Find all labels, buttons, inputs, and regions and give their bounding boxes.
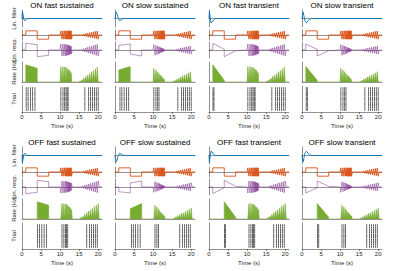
svg-text:ON slow transient: ON slow transient	[310, 1, 374, 10]
svg-text:Rate (Hz): Rate (Hz)	[11, 196, 17, 222]
svg-text:20: 20	[282, 114, 289, 120]
svg-text:Time (s): Time (s)	[238, 123, 260, 129]
svg-text:15: 15	[356, 251, 363, 257]
svg-text:5: 5	[132, 251, 136, 257]
svg-text:20: 20	[188, 114, 195, 120]
svg-text:Lin. resp.: Lin. resp.	[11, 174, 17, 199]
svg-text:ON fast transient: ON fast transient	[219, 1, 280, 10]
svg-text:10: 10	[244, 114, 251, 120]
svg-text:ON fast sustained: ON fast sustained	[30, 1, 94, 10]
svg-text:10: 10	[150, 251, 157, 257]
svg-text:5: 5	[132, 114, 136, 120]
svg-text:10: 10	[337, 114, 344, 120]
svg-text:0: 0	[300, 251, 304, 257]
svg-text:Time (s): Time (s)	[331, 123, 353, 129]
svg-text:0: 0	[207, 114, 211, 120]
svg-text:5: 5	[39, 114, 43, 120]
svg-text:0: 0	[20, 114, 24, 120]
svg-text:Lin. filter: Lin. filter	[11, 144, 17, 167]
svg-text:20: 20	[375, 251, 382, 257]
svg-text:5: 5	[319, 251, 323, 257]
svg-text:Time (s): Time (s)	[238, 260, 260, 266]
svg-text:20: 20	[188, 251, 195, 257]
svg-text:OFF slow sustained: OFF slow sustained	[120, 138, 191, 147]
svg-text:OFF fast sustained: OFF fast sustained	[28, 138, 96, 147]
svg-text:15: 15	[263, 114, 270, 120]
svg-text:5: 5	[226, 251, 230, 257]
svg-text:OFF slow transient: OFF slow transient	[308, 138, 376, 147]
svg-text:20: 20	[95, 251, 102, 257]
svg-text:0: 0	[207, 251, 211, 257]
svg-text:15: 15	[356, 114, 363, 120]
svg-text:Trial: Trial	[11, 230, 17, 241]
svg-text:Time (s): Time (s)	[144, 260, 166, 266]
svg-text:0: 0	[20, 251, 24, 257]
svg-text:Trial: Trial	[11, 93, 17, 104]
svg-text:20: 20	[282, 251, 289, 257]
svg-text:Time (s): Time (s)	[51, 123, 73, 129]
svg-text:15: 15	[169, 251, 176, 257]
svg-text:Rate (Hz): Rate (Hz)	[11, 59, 17, 85]
svg-text:15: 15	[263, 251, 270, 257]
svg-text:20: 20	[95, 114, 102, 120]
svg-text:10: 10	[57, 114, 64, 120]
svg-text:Time (s): Time (s)	[144, 123, 166, 129]
svg-text:5: 5	[319, 114, 323, 120]
svg-text:20: 20	[375, 114, 382, 120]
svg-text:5: 5	[39, 251, 43, 257]
svg-text:10: 10	[337, 251, 344, 257]
svg-text:15: 15	[76, 114, 83, 120]
svg-text:10: 10	[244, 251, 251, 257]
svg-text:Lin. resp.: Lin. resp.	[11, 37, 17, 62]
svg-text:Time (s): Time (s)	[331, 260, 353, 266]
svg-text:15: 15	[76, 251, 83, 257]
svg-text:Time (s): Time (s)	[51, 260, 73, 266]
svg-text:OFF fast transient: OFF fast transient	[217, 138, 282, 147]
svg-text:0: 0	[113, 114, 117, 120]
svg-text:ON slow sustained: ON slow sustained	[122, 1, 189, 10]
svg-text:10: 10	[150, 114, 157, 120]
svg-text:Lin. filter: Lin. filter	[11, 7, 17, 30]
svg-text:5: 5	[226, 114, 230, 120]
svg-text:0: 0	[113, 251, 117, 257]
svg-text:15: 15	[169, 114, 176, 120]
svg-text:0: 0	[300, 114, 304, 120]
svg-text:10: 10	[57, 251, 64, 257]
